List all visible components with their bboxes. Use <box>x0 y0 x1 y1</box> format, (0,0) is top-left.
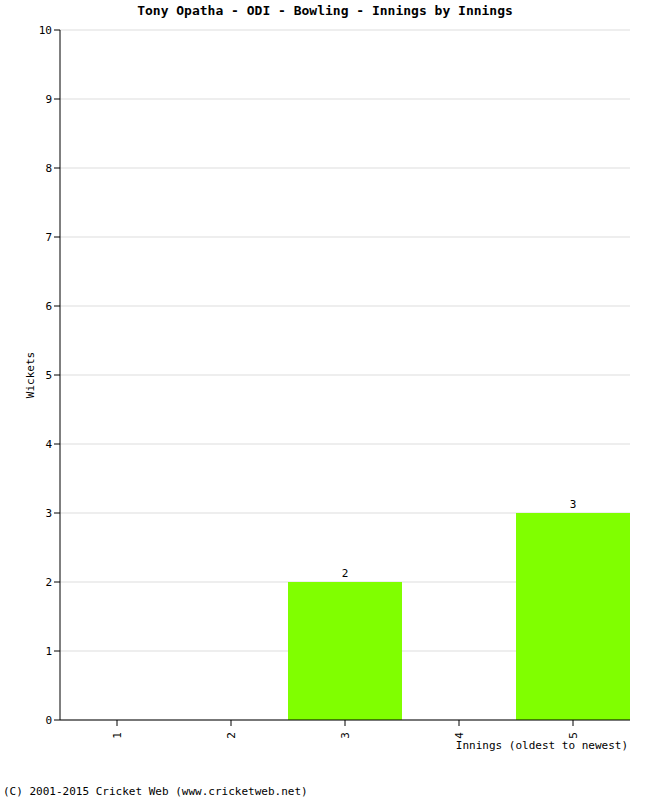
svg-text:2: 2 <box>225 732 238 739</box>
svg-text:7: 7 <box>45 231 52 244</box>
svg-text:6: 6 <box>45 300 52 313</box>
svg-text:2: 2 <box>342 567 349 580</box>
svg-text:1: 1 <box>45 645 52 658</box>
svg-text:3: 3 <box>45 507 52 520</box>
svg-text:4: 4 <box>453 732 466 739</box>
html-text:(C) 2001-2015 Cricket Web (www: (C) 2001-2015 Cricket Web (www.cricketwe… <box>3 785 308 798</box>
html-text:Wickets: Wickets <box>23 351 37 399</box>
svg-text:3: 3 <box>339 732 352 739</box>
svg-text:8: 8 <box>45 162 52 175</box>
svg-text:0: 0 <box>45 714 52 727</box>
svg-text:1: 1 <box>111 732 124 739</box>
svg-text:3: 3 <box>570 498 577 511</box>
svg-text:2: 2 <box>45 576 52 589</box>
svg-text:9: 9 <box>45 93 52 106</box>
svg-text:5: 5 <box>567 732 580 739</box>
html-text:Innings (oldest to newest): Innings (oldest to newest) <box>455 739 628 752</box>
svg-text:4: 4 <box>45 438 52 451</box>
svg-text:5: 5 <box>45 369 52 382</box>
html-text:Tony Opatha - ODI - Bowling -: Tony Opatha - ODI - Bowling - Innings by… <box>137 3 513 18</box>
svg-text:10: 10 <box>39 24 52 37</box>
